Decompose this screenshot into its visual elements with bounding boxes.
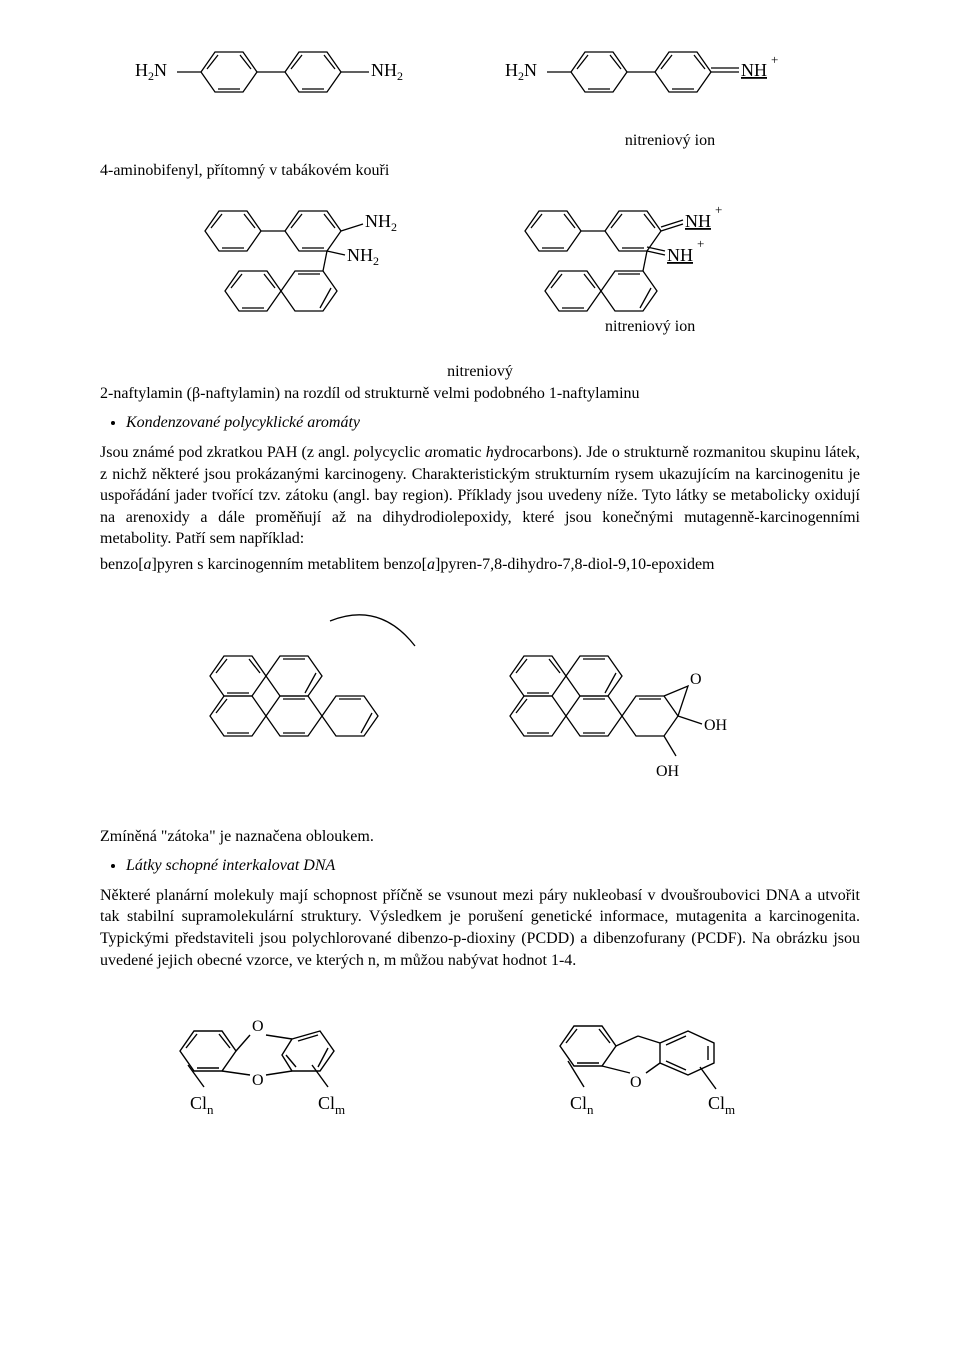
naphthylamine-right: NH + NH + nitreniový ion: [505, 191, 775, 341]
svg-text:Clm: Clm: [708, 1093, 735, 1117]
biphenyl-right: H2N NH +: [505, 40, 825, 110]
nitrenium-ion-caption-2: nitreniový ion: [605, 318, 695, 335]
biphenyl-right-svg: H2N NH +: [505, 40, 825, 110]
svg-text:Clm: Clm: [318, 1093, 345, 1117]
page: H2N NH2 H2N: [0, 0, 960, 1171]
svg-text:O: O: [252, 1018, 264, 1035]
biphenyl-row: H2N NH2 H2N: [100, 40, 860, 110]
svg-text:NH2: NH2: [347, 245, 379, 268]
bullet-pah: Kondenzované polycyklické aromáty: [126, 412, 860, 434]
benzopyrene-right-svg: O OH OH: [480, 606, 780, 806]
svg-text:OH: OH: [656, 763, 680, 780]
svg-text:+: +: [771, 52, 778, 67]
svg-text:O: O: [630, 1074, 642, 1091]
svg-text:NH: NH: [741, 60, 767, 80]
pcdf-svg: O Cln Clm: [530, 991, 810, 1131]
svg-text:NH: NH: [667, 245, 693, 265]
bullet-list-1: Kondenzované polycyklické aromáty: [100, 412, 860, 434]
bullet-interkalace: Látky schopné interkalovat DNA: [126, 855, 860, 877]
naphthylamine-left-svg: NH2 NH2: [185, 191, 445, 341]
dioxin-furan-row: O O Cln Clm: [100, 991, 860, 1131]
svg-text:O: O: [690, 671, 702, 688]
bullet-list-2: Látky schopné interkalovat DNA: [100, 855, 860, 877]
svg-text:Cln: Cln: [190, 1093, 214, 1117]
svg-text:NH2: NH2: [371, 60, 403, 83]
svg-text:Cln: Cln: [570, 1093, 594, 1117]
svg-text:H2N: H2N: [505, 60, 537, 83]
interkalace-paragraph: Některé planární molekuly mají schopnost…: [100, 885, 860, 971]
svg-text:NH2: NH2: [365, 211, 397, 234]
svg-text:OH: OH: [704, 717, 728, 734]
svg-text:O: O: [252, 1072, 264, 1089]
nitrenium-word: nitreniový: [100, 361, 860, 383]
zatoka-caption: Zmíněná "zátoka" je naznačena obloukem.: [100, 826, 860, 848]
aminobifenyl-caption: 4-aminobifenyl, přítomný v tabákovém kou…: [100, 160, 860, 182]
pcdd-svg: O O Cln Clm: [150, 991, 430, 1131]
nitrenium-ion-caption-1: nitreniový ion: [480, 130, 860, 152]
svg-text:NH: NH: [685, 211, 711, 231]
svg-text:H2N: H2N: [135, 60, 167, 83]
naphthylamine-left: NH2 NH2: [185, 191, 445, 341]
naphthylamine-row: NH2 NH2: [100, 191, 860, 341]
benzopyrene-left-svg: [180, 606, 440, 776]
nitrenium-caption-row: nitreniový ion: [100, 130, 860, 152]
biphenyl-left-svg: H2N NH2: [135, 40, 445, 110]
benzopyrene-row: O OH OH: [100, 606, 860, 806]
naftylamin-line: 2-naftylamin (β-naftylamin) na rozdíl od…: [100, 383, 860, 405]
benzopyrene-left: [180, 606, 440, 806]
benzo-line: benzo[a]pyren s karcinogenním metablitem…: [100, 554, 860, 576]
biphenyl-left: H2N NH2: [135, 40, 445, 110]
naphthylamine-right-svg: NH + NH + nitreniový ion: [505, 191, 775, 341]
benzopyrene-right: O OH OH: [480, 606, 780, 806]
svg-text:+: +: [715, 202, 722, 217]
pah-paragraph: Jsou známé pod zkratkou PAH (z angl. pol…: [100, 442, 860, 550]
svg-text:+: +: [697, 236, 704, 251]
